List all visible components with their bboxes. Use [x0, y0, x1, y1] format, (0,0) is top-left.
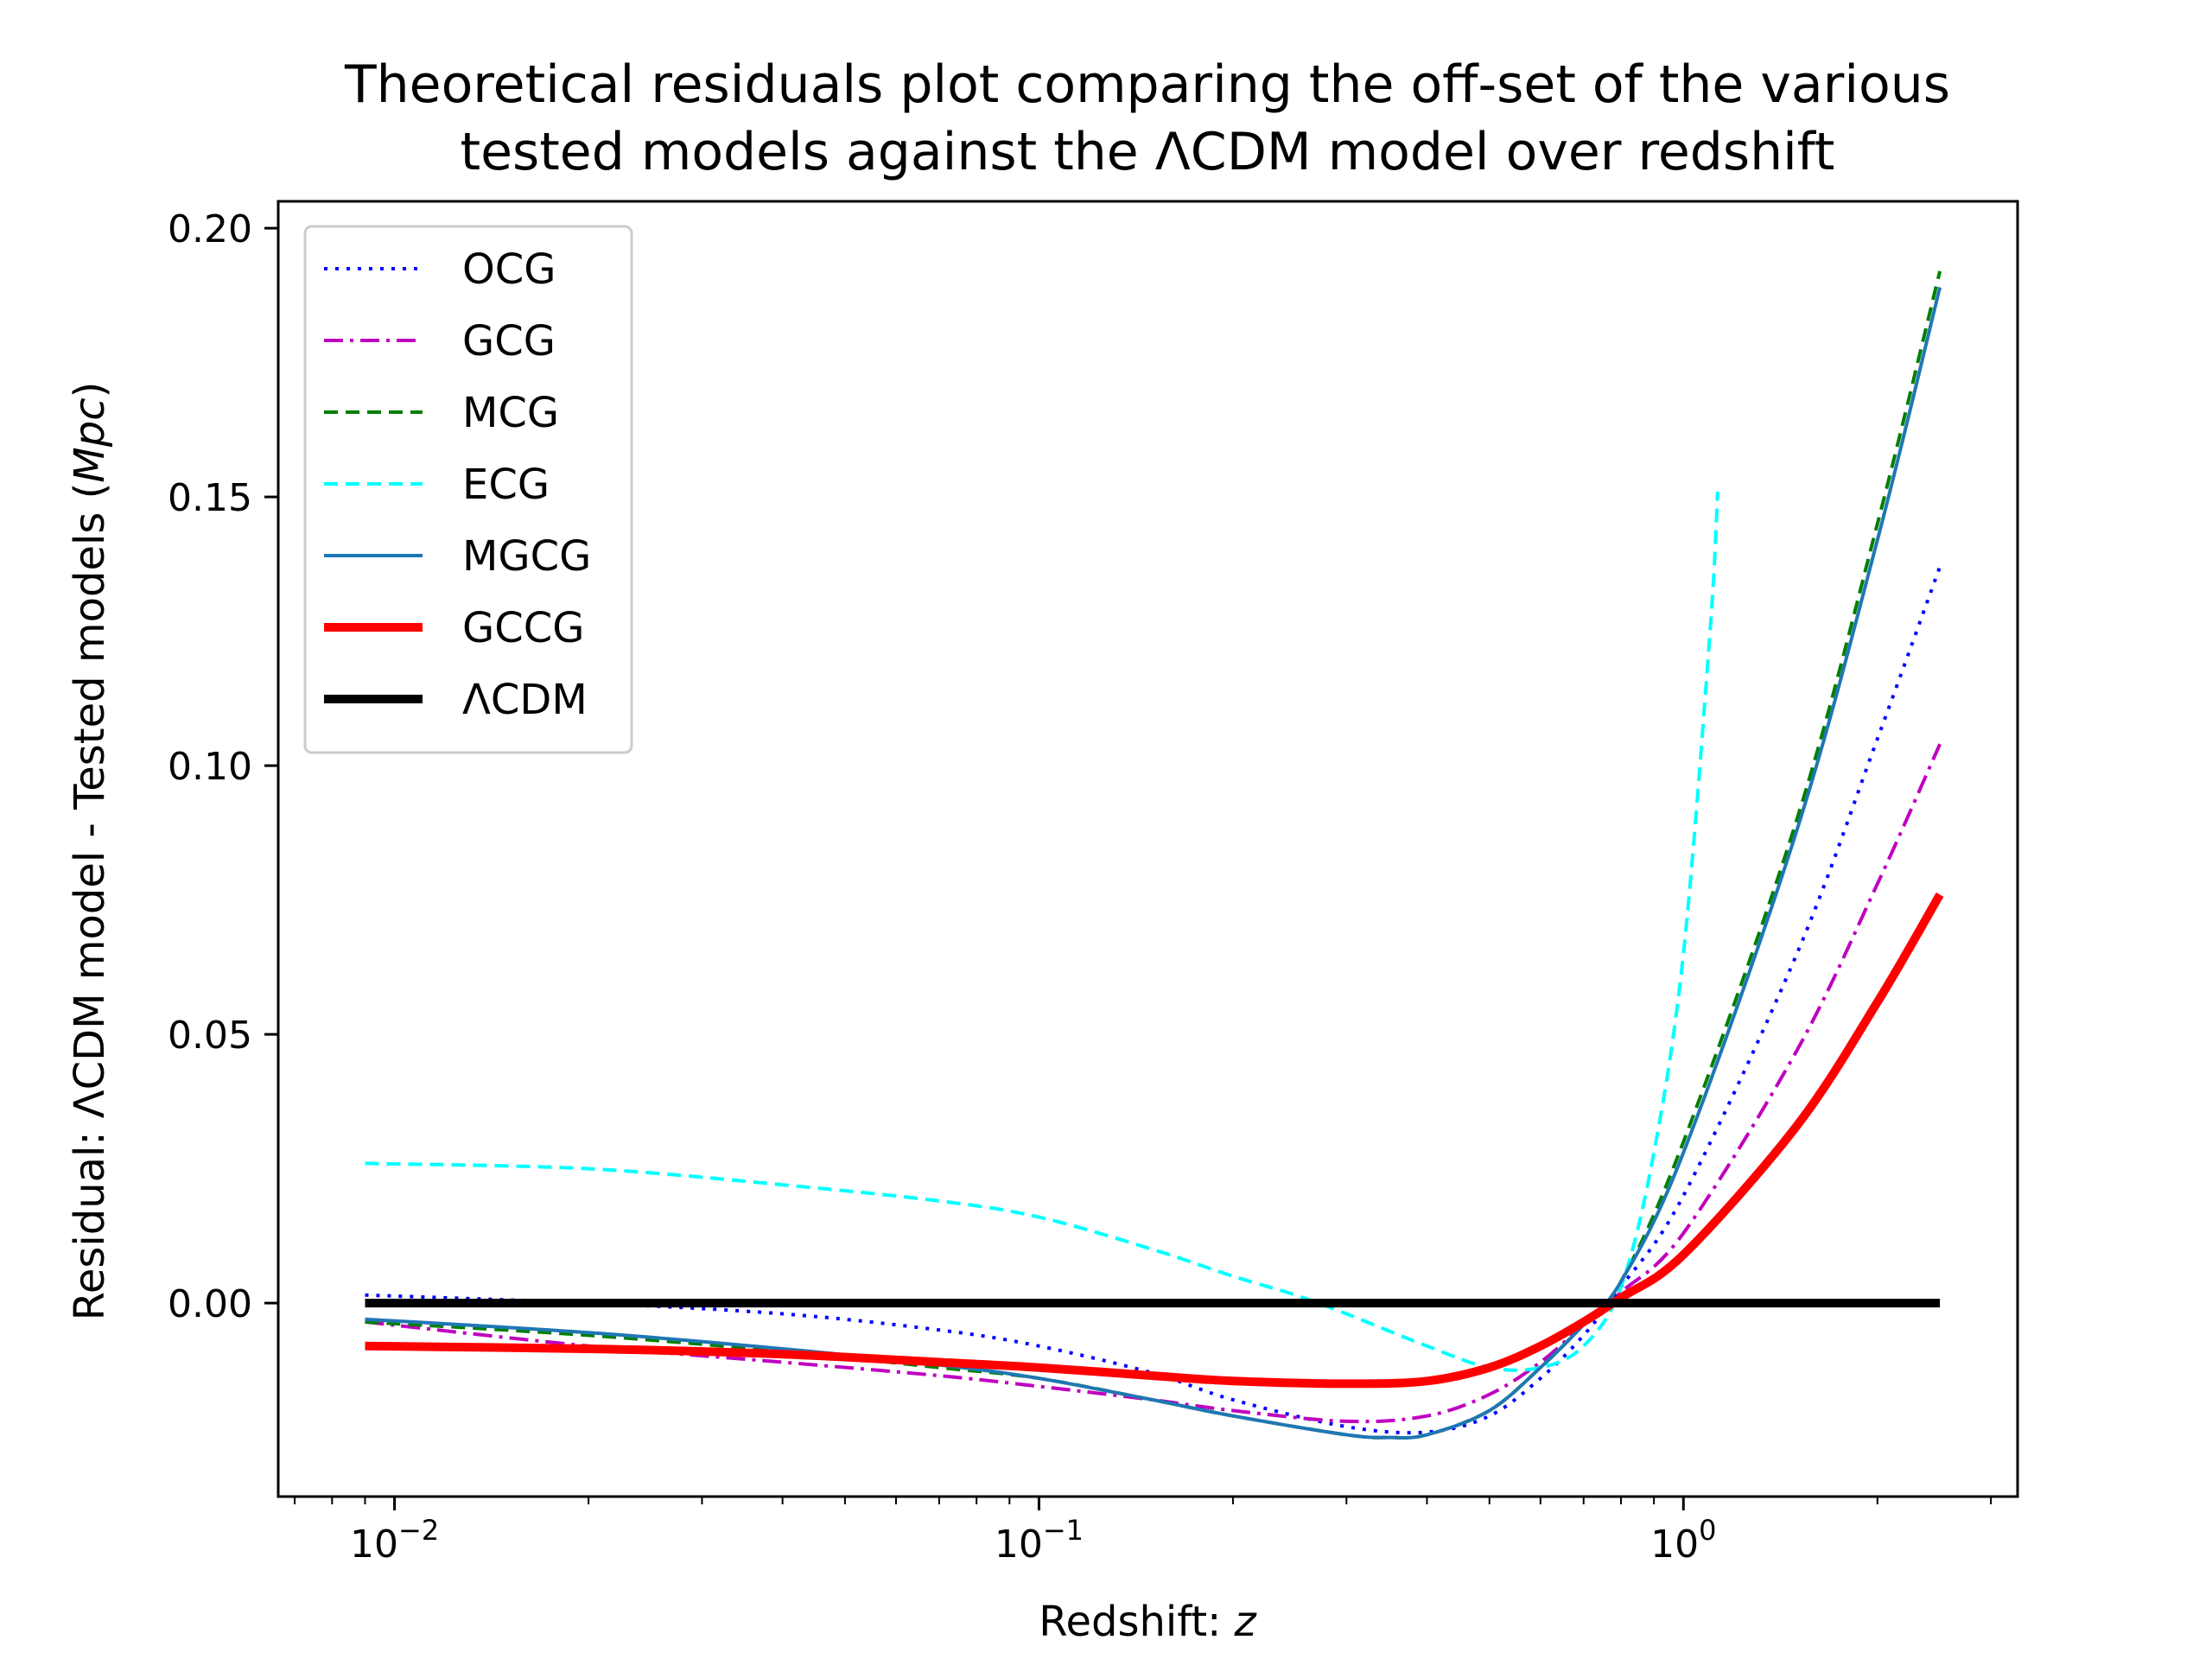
series-line-GCG — [365, 743, 1942, 1424]
x-tick-label-exponent: 0 — [1699, 1514, 1716, 1547]
legend-label-ΛCDM: ΛCDM — [462, 676, 588, 724]
legend-label-OCG: OCG — [462, 245, 556, 294]
legend-box — [303, 225, 633, 754]
y-axis-label-unit: Mpc — [66, 397, 114, 482]
x-tick-label-exponent: −1 — [1043, 1514, 1084, 1547]
y-axis-label-text: Residual: ΛCDM model - Tested models ( — [66, 483, 114, 1321]
x-axis-label-variable: z — [1234, 1598, 1258, 1646]
y-tick-label: 0.05 — [168, 1014, 252, 1058]
chart-title-line-2: tested models against the ΛCDM model ove… — [461, 122, 1835, 182]
legend-label-MCG: MCG — [462, 389, 559, 437]
y-tick-label: 0.20 — [168, 207, 252, 251]
legend-label-ECG: ECG — [462, 461, 550, 509]
plot-frame — [276, 200, 2019, 1498]
chart-title-line-1: Theoretical residuals plot comparing the… — [344, 54, 1950, 115]
series-line-ECG — [365, 491, 1719, 1372]
y-axis-label-close: ) — [66, 382, 114, 398]
y-axis-label: Residual: ΛCDM model - Tested models (Mp… — [66, 382, 114, 1321]
x-axis-label: Redshift: z — [1039, 1598, 1257, 1646]
y-tick-label: 0.00 — [168, 1282, 252, 1326]
x-tick-label-exponent: −2 — [398, 1514, 439, 1547]
y-tick-label: 0.10 — [168, 745, 252, 789]
x-tick-label-base: 10 — [350, 1522, 398, 1567]
x-axis-label-text: Redshift: — [1039, 1598, 1234, 1646]
x-tick-label: 100 — [1650, 1514, 1716, 1567]
x-tick-label: 10−1 — [995, 1514, 1084, 1567]
series-layer — [365, 270, 1944, 1440]
legend-label-MGCG: MGCG — [462, 532, 591, 581]
series-line-GCCG — [365, 892, 1944, 1389]
x-tick-label-base: 10 — [1650, 1522, 1699, 1567]
legend-label-GCCG: GCCG — [462, 604, 584, 652]
legend: OCG GCG MCG ECG MGCG GCCG ΛCDM — [303, 225, 633, 754]
x-tick-label: 10−2 — [350, 1514, 439, 1567]
legend-label-GCG: GCG — [462, 317, 556, 365]
x-tick-label-base: 10 — [995, 1522, 1043, 1567]
y-tick-label: 0.15 — [168, 476, 252, 520]
